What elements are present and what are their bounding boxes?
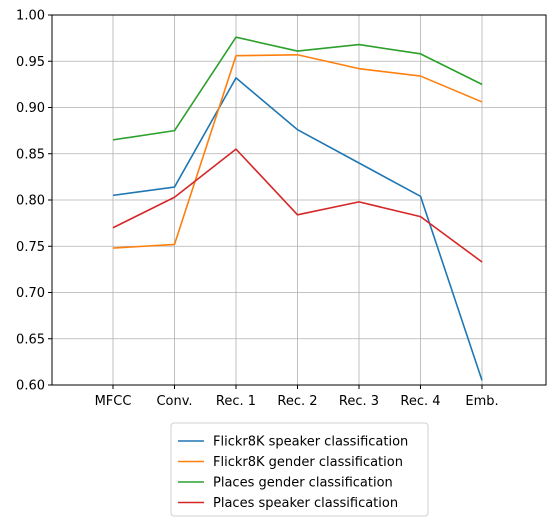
x-tick-label: Emb. <box>465 394 498 409</box>
y-tick-label: 1.00 <box>16 9 45 24</box>
legend-entry-label: Places gender classification <box>213 476 393 491</box>
y-tick-label: 0.60 <box>16 379 45 394</box>
legend: Flickr8K speaker classification Flickr8K … <box>170 422 429 517</box>
y-tick-label: 0.95 <box>16 55 45 70</box>
grid-lines <box>52 14 546 386</box>
x-tick-label: Rec. 4 <box>400 394 440 409</box>
y-tick-label: 0.75 <box>16 240 45 255</box>
y-tick-label: 0.65 <box>16 332 45 347</box>
legend-entry-label: Flickr8K speaker classification <box>213 435 408 450</box>
y-tick-label: 0.85 <box>16 147 45 162</box>
y-tick-label: 0.90 <box>16 101 45 116</box>
series-line-4 <box>112 148 483 263</box>
legend-entry-label: Flickr8K gender classification <box>213 455 403 470</box>
x-tick-label: Rec. 2 <box>277 394 317 409</box>
series-line-1 <box>112 77 483 381</box>
legend-box <box>170 422 429 517</box>
x-axis: MFCC Conv. Rec. 1 Rec. 2 Rec. 3 Rec. 4 Emb. <box>95 385 499 409</box>
x-tick-label: MFCC <box>95 394 132 409</box>
legend-entry-label: Places speaker classification <box>213 496 398 511</box>
series-lines <box>112 36 483 381</box>
series-line-3 <box>112 36 483 141</box>
x-tick-label: Conv. <box>156 394 192 409</box>
x-tick-label: Rec. 3 <box>339 394 379 409</box>
series-line-2 <box>112 53 483 249</box>
y-axis: 0.60 0.65 0.70 0.75 0.80 0.85 0.90 0.95 1.00 <box>16 9 52 394</box>
y-tick-label: 0.70 <box>16 286 45 301</box>
y-tick-label: 0.80 <box>16 194 45 209</box>
x-tick-label: Rec. 1 <box>216 394 256 409</box>
